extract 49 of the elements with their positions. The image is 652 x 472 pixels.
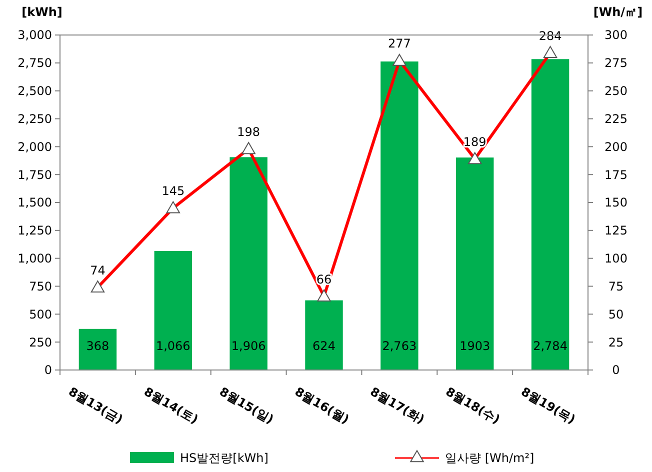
- data-label: 198: [237, 124, 260, 139]
- data-label: 1903: [460, 339, 490, 353]
- legend-label: HS발전량[kWh]: [180, 451, 268, 466]
- y2-tick-label: 300: [604, 28, 628, 42]
- y2-tick-label: 150: [604, 196, 628, 210]
- y-tick-label: 1,500: [18, 196, 52, 210]
- legend-label: 일사량 [Wh/m²]: [445, 451, 534, 466]
- y2-tick-label: 275: [604, 56, 628, 70]
- y2-tick-label: 100: [604, 252, 628, 266]
- y-axis-title: [kWh]: [22, 5, 62, 19]
- y2-tick-label: 75: [608, 279, 624, 294]
- data-label: 189: [463, 134, 486, 149]
- bar: [531, 59, 570, 370]
- bar: [305, 300, 343, 370]
- y-tick-label: 2,500: [18, 84, 52, 98]
- y-tick-label: 250: [29, 335, 52, 350]
- bar: [78, 328, 117, 370]
- y2-tick-label: 200: [604, 140, 628, 154]
- data-label: 624: [312, 339, 336, 353]
- bar: [380, 61, 418, 370]
- y2-tick-label: 125: [604, 224, 628, 238]
- y-tick-label: 500: [29, 307, 52, 322]
- y-tick-label: 1,250: [18, 224, 52, 238]
- data-label: 1,066: [156, 339, 190, 353]
- y-tick-label: 2,000: [18, 140, 52, 154]
- y-tick-label: 0: [44, 363, 52, 378]
- data-label: 1,906: [231, 339, 266, 353]
- data-label: 74: [90, 263, 106, 278]
- y-tick-label: 3,000: [18, 28, 52, 42]
- y2-axis-title: [Wh/㎡]: [593, 5, 643, 19]
- data-label: 145: [162, 184, 185, 198]
- y-tick-label: 750: [29, 279, 52, 294]
- y-tick-label: 1,000: [18, 252, 52, 266]
- y2-tick-label: 25: [608, 335, 624, 350]
- y-tick-label: 2,750: [18, 56, 52, 70]
- data-label: 277: [388, 36, 411, 51]
- bar: [456, 158, 494, 370]
- y2-tick-label: 50: [608, 307, 624, 322]
- data-label: 2,784: [533, 339, 568, 353]
- bar: [230, 157, 268, 370]
- y2-tick-label: 0: [612, 363, 620, 378]
- y2-tick-label: 225: [604, 112, 628, 126]
- y2-tick-label: 250: [604, 84, 628, 98]
- y2-tick-label: 175: [604, 168, 628, 182]
- y-tick-label: 2,250: [18, 112, 52, 126]
- data-label: 2,763: [382, 339, 417, 353]
- bar: [154, 250, 192, 370]
- data-label: 368: [86, 339, 110, 353]
- y-tick-label: 1,750: [18, 168, 52, 182]
